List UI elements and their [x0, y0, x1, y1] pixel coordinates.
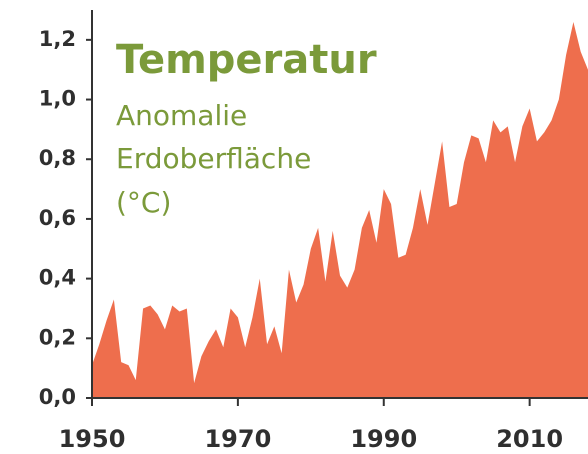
subtitle-line: Erdoberfläche [116, 142, 311, 175]
area [92, 21, 588, 398]
y-tick-label: 0,0 [39, 385, 76, 409]
x-tick-label: 1970 [204, 425, 271, 453]
y-tick-label: 0,2 [39, 325, 76, 349]
subtitle-line: Anomalie [116, 99, 247, 132]
y-tick-label: 0,8 [39, 146, 76, 170]
plot-area [92, 21, 588, 398]
subtitle-line: (°C) [116, 186, 171, 219]
y-tick-label: 1,2 [39, 27, 76, 51]
x-tick-label: 1990 [350, 425, 417, 453]
x-tick-label: 2010 [496, 425, 563, 453]
y-tick-label: 1,0 [39, 87, 76, 111]
chart-title: Temperatur [116, 37, 377, 83]
x-tick-label: 1950 [59, 425, 126, 453]
y-tick-label: 0,4 [39, 266, 76, 290]
y-tick-label: 0,6 [39, 206, 76, 230]
